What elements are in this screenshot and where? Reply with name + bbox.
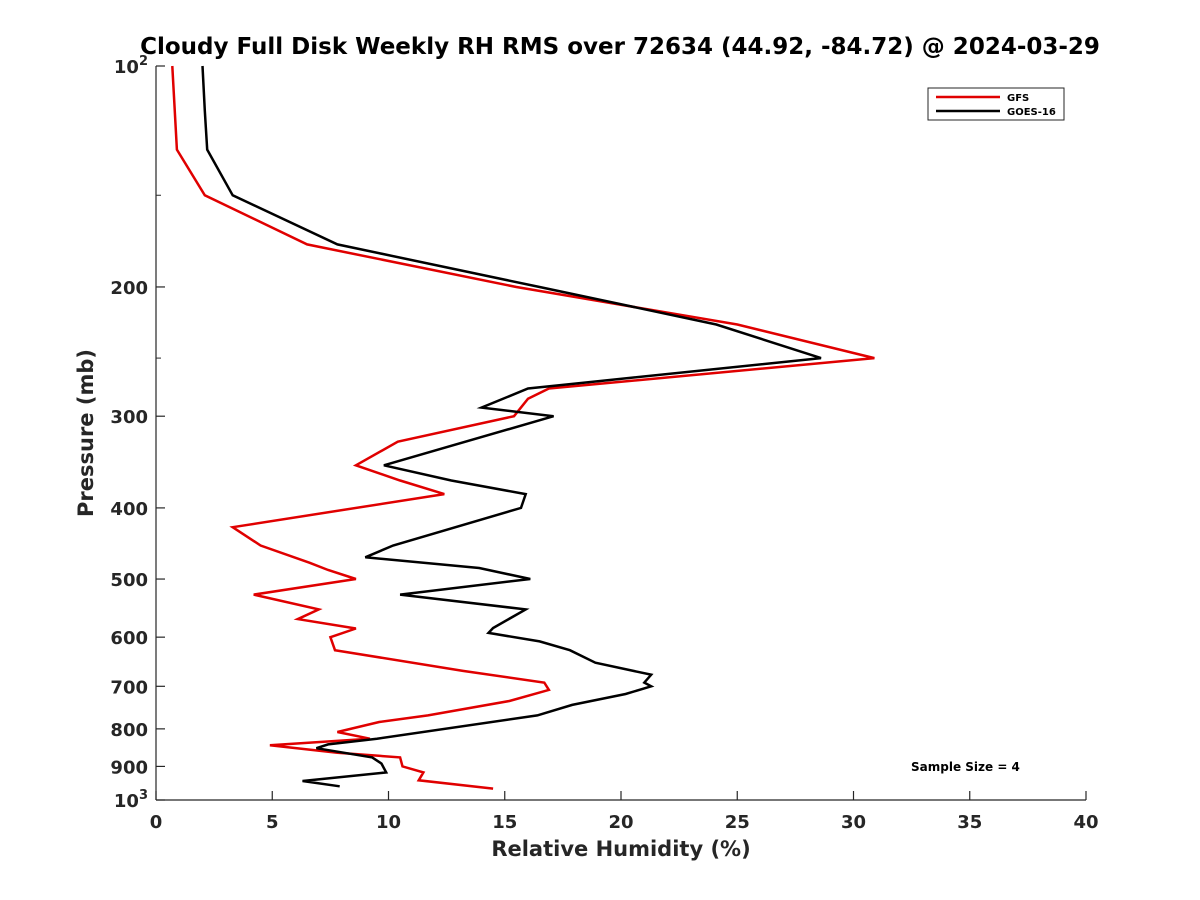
y-tick-label: 700 [110, 677, 148, 698]
y-axis-label: Pressure (mb) [74, 349, 98, 517]
x-tick-label: 10 [376, 812, 401, 833]
x-axis-label: Relative Humidity (%) [491, 837, 750, 861]
series-line-gfs [171, 65, 875, 790]
legend-label-goes16: GOES-16 [1007, 107, 1056, 118]
y-tick-label: 102 [114, 54, 148, 78]
legend: GFS GOES-16 [927, 87, 1065, 121]
y-tick-label: 600 [110, 628, 148, 649]
chart-title: Cloudy Full Disk Weekly RH RMS over 7263… [140, 34, 1100, 60]
plot-area [156, 66, 1086, 800]
x-tick-label: 25 [725, 812, 750, 833]
sample-size-annotation: Sample Size = 4 [911, 760, 1020, 774]
x-tick-label: 20 [608, 812, 633, 833]
x-tick-label: 0 [150, 812, 163, 833]
y-tick-label: 400 [110, 499, 148, 520]
x-tick-label: 15 [492, 812, 517, 833]
x-tick-label: 40 [1073, 812, 1098, 833]
series-line-goes16 [201, 65, 822, 788]
x-tick-label: 5 [266, 812, 279, 833]
y-axis-ticks: 102 200 300 400 500 600 700 800 900 103 [110, 54, 165, 812]
y-tick-label: 800 [110, 720, 148, 741]
series-layer [171, 65, 875, 790]
x-tick-label: 35 [957, 812, 982, 833]
y-tick-label: 500 [110, 570, 148, 591]
y-tick-label: 300 [110, 407, 148, 428]
legend-label-gfs: GFS [1007, 93, 1029, 104]
y-tick-label: 900 [110, 757, 148, 778]
x-axis-ticks: 0 5 10 15 20 25 30 35 40 [150, 791, 1099, 833]
y-tick-label: 200 [110, 278, 148, 299]
x-tick-label: 30 [841, 812, 866, 833]
y-tick-label: 103 [114, 788, 148, 812]
legend-box [927, 87, 1065, 121]
